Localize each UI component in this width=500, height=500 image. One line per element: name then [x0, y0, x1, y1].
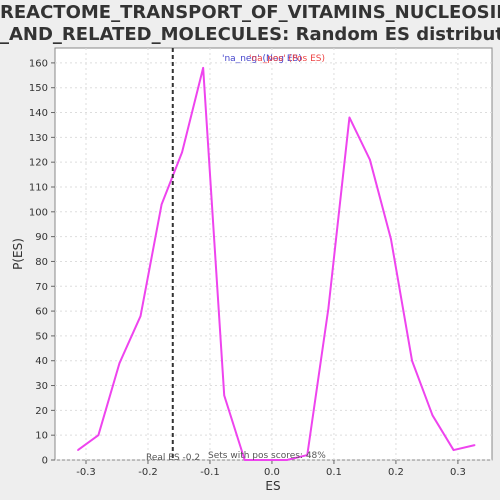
- data-point: [286, 459, 288, 461]
- plot-area: [54, 47, 493, 461]
- es-distribution-line: [77, 66, 475, 461]
- y-tick-label: 120: [29, 158, 48, 169]
- data-point: [390, 238, 392, 240]
- real-es-annotation: Real ES -0.2: [146, 453, 200, 463]
- chart-title-line-1: REACTOME_TRANSPORT_OF_VITAMINS_NUCLEOSID…: [0, 2, 500, 23]
- data-point: [411, 359, 413, 362]
- data-point: [431, 414, 434, 417]
- x-tick-label: -0.3: [76, 467, 96, 478]
- x-tick-label: 0.3: [450, 467, 466, 478]
- data-point: [473, 444, 476, 446]
- axes: 0 10 20 30 40 50 60 70 80 90 100 110 120 130 140 150 160…: [29, 58, 466, 478]
- data-point: [97, 434, 100, 436]
- legend-pos-es: 'na_pos' (Pos ES): [249, 54, 325, 64]
- y-tick-label: 90: [35, 232, 48, 243]
- data-point: [160, 203, 163, 206]
- y-tick-label: 80: [35, 257, 48, 268]
- data-point: [202, 67, 204, 69]
- x-axis-label: ES: [265, 479, 280, 493]
- pos-scores-annotation: Sets with pos scores: 48%: [208, 451, 326, 461]
- y-tick-label: 130: [29, 133, 48, 144]
- data-point: [118, 362, 121, 365]
- data-point: [348, 116, 351, 119]
- data-point: [139, 315, 142, 317]
- series-layer: [77, 66, 476, 461]
- y-tick-label: 50: [35, 331, 48, 342]
- data-point: [223, 394, 226, 397]
- data-point: [452, 449, 455, 451]
- y-tick-label: 60: [35, 307, 48, 318]
- data-point: [77, 449, 79, 451]
- chart-title-line-2: _AND_RELATED_MOLECULES: Random ES distri…: [0, 24, 500, 45]
- y-tick-label: 160: [29, 58, 48, 69]
- y-tick-label: 150: [29, 83, 48, 94]
- x-tick-label: 0.1: [326, 467, 342, 478]
- x-tick-label: -0.2: [138, 467, 158, 478]
- y-tick-label: 140: [29, 108, 48, 119]
- data-point: [181, 151, 183, 154]
- x-tick-label: 0.2: [388, 467, 404, 478]
- legend-neg-es: 'na_neg' (Neg ES): [222, 54, 302, 64]
- data-point: [369, 158, 371, 161]
- x-tick-label: -0.1: [200, 467, 220, 478]
- y-tick-label: 0: [42, 456, 48, 467]
- data-point: [264, 459, 267, 461]
- y-tick-label: 110: [29, 182, 48, 193]
- y-tick-label: 70: [35, 282, 48, 293]
- y-tick-label: 40: [35, 356, 48, 367]
- y-tick-label: 100: [29, 207, 48, 218]
- y-tick-label: 10: [35, 431, 48, 442]
- x-tick-label: 0.0: [264, 467, 280, 478]
- data-point: [243, 459, 246, 461]
- data-point: [306, 454, 309, 456]
- y-axis-label: P(ES): [11, 238, 25, 270]
- y-tick-label: 30: [35, 381, 48, 392]
- data-point: [327, 307, 330, 310]
- y-tick-label: 20: [35, 406, 48, 417]
